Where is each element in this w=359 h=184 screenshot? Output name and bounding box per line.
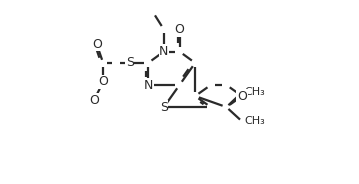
Text: S: S <box>160 101 168 114</box>
Text: O: O <box>174 23 185 36</box>
Text: O: O <box>237 90 247 102</box>
Text: O: O <box>89 94 99 107</box>
Text: N: N <box>159 45 168 58</box>
Text: O: O <box>92 38 102 51</box>
Text: CH₃: CH₃ <box>245 116 266 126</box>
Text: CH₃: CH₃ <box>245 87 266 97</box>
Text: O: O <box>98 75 108 88</box>
Text: S: S <box>126 56 134 69</box>
Text: N: N <box>144 79 153 91</box>
